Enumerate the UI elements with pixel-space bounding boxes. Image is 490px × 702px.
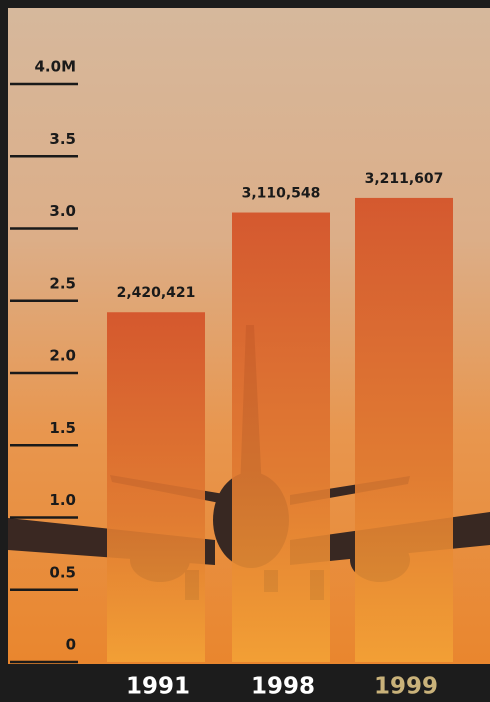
- value-label: 2,420,421: [117, 285, 196, 301]
- y-tick-label: 0: [66, 636, 76, 654]
- bar: [107, 312, 205, 662]
- x-tick-label: 1991: [126, 674, 190, 700]
- bar: [355, 197, 453, 662]
- value-label: 3,211,607: [365, 171, 444, 187]
- y-tick-label: 2.0: [49, 347, 76, 365]
- x-tick-label: 1998: [251, 674, 315, 700]
- x-tick-label: 1999: [374, 674, 438, 700]
- value-label: 3,110,548: [242, 186, 321, 202]
- y-tick-label: 3.5: [49, 130, 76, 148]
- y-tick-label: 2.5: [49, 274, 76, 292]
- y-tick-label: 0.5: [49, 563, 76, 581]
- y-tick-label: 1.0: [49, 491, 76, 509]
- y-tick-label: 3.0: [49, 202, 76, 220]
- y-tick-label: 1.5: [49, 419, 76, 437]
- bar: [232, 212, 330, 662]
- y-tick-label: 4.0M: [35, 58, 77, 76]
